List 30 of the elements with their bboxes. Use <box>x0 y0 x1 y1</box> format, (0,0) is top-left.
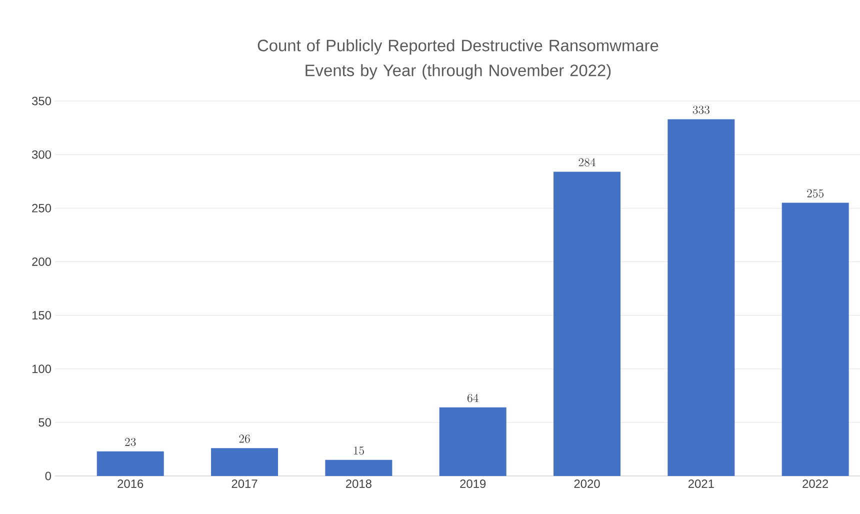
y-tick-label: 350 <box>32 96 52 106</box>
bar <box>668 119 735 476</box>
bar <box>439 407 506 476</box>
bar <box>554 172 621 476</box>
y-tick-label: 150 <box>32 311 52 320</box>
x-tick-label: 2017 <box>232 480 258 488</box>
x-tick-label: 2018 <box>346 480 372 488</box>
bar <box>782 202 849 476</box>
x-tick-label: 2020 <box>574 480 600 488</box>
x-tick-label: 2016 <box>118 480 144 488</box>
bar <box>211 448 278 476</box>
data-label: 23 <box>125 438 136 446</box>
x-tick-label: 2022 <box>802 480 828 488</box>
data-label: 26 <box>239 434 250 443</box>
y-tick-label: 50 <box>38 418 52 427</box>
x-tick-label: 2019 <box>460 480 486 488</box>
x-tick-label: 2021 <box>688 480 714 488</box>
bar <box>96 451 164 476</box>
y-tick-label: 300 <box>32 150 52 159</box>
y-tick-label: 100 <box>32 364 52 374</box>
data-label: 64 <box>467 394 478 402</box>
data-label: 333 <box>692 106 710 114</box>
y-tick-label: 250 <box>32 204 52 212</box>
chart-title: Count of Publicly Reported Destructive Ransomwmare Events by Year (through November 2022) <box>258 39 658 80</box>
bar <box>325 460 392 476</box>
data-label: 284 <box>578 158 596 166</box>
data-label: 255 <box>807 189 824 198</box>
data-label: 15 <box>354 446 364 455</box>
y-tick-label: 0 <box>45 472 52 480</box>
y-tick-label: 200 <box>32 257 52 266</box>
